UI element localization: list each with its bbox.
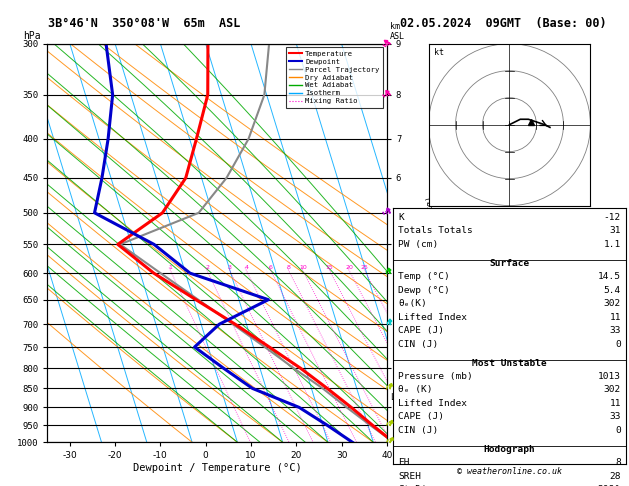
Text: 1: 1 xyxy=(169,265,172,270)
Text: 3B°46'N  350°08'W  65m  ASL: 3B°46'N 350°08'W 65m ASL xyxy=(48,17,241,30)
Text: CIN (J): CIN (J) xyxy=(398,426,438,435)
Text: 11: 11 xyxy=(610,399,621,408)
Legend: Temperature, Dewpoint, Parcel Trajectory, Dry Adiabat, Wet Adiabat, Isotherm, Mi: Temperature, Dewpoint, Parcel Trajectory… xyxy=(286,47,383,108)
Text: 02.05.2024  09GMT  (Base: 00): 02.05.2024 09GMT (Base: 00) xyxy=(400,17,606,30)
Text: 11: 11 xyxy=(610,312,621,322)
Text: SREH: SREH xyxy=(398,472,421,481)
Text: 31: 31 xyxy=(610,226,621,235)
Text: 302: 302 xyxy=(604,385,621,395)
Text: 0: 0 xyxy=(615,426,621,435)
Text: Temp (°C): Temp (°C) xyxy=(398,272,450,281)
Text: km
ASL: km ASL xyxy=(390,22,405,41)
Text: CAPE (J): CAPE (J) xyxy=(398,413,444,421)
Text: K: K xyxy=(398,213,404,222)
Text: 10: 10 xyxy=(299,265,307,270)
Text: -12: -12 xyxy=(604,213,621,222)
Text: 20: 20 xyxy=(345,265,353,270)
Text: StmDir: StmDir xyxy=(398,485,433,486)
Text: θₑ (K): θₑ (K) xyxy=(398,385,433,395)
Text: 33: 33 xyxy=(610,326,621,335)
Text: Totals Totals: Totals Totals xyxy=(398,226,473,235)
Text: 6: 6 xyxy=(269,265,272,270)
Text: 1.1: 1.1 xyxy=(604,240,621,249)
Text: Lifted Index: Lifted Index xyxy=(398,399,467,408)
Text: 8: 8 xyxy=(615,458,621,467)
Y-axis label: Mixing Ratio (g/kg): Mixing Ratio (g/kg) xyxy=(426,195,435,291)
Text: 8: 8 xyxy=(287,265,291,270)
Text: Pressure (mb): Pressure (mb) xyxy=(398,372,473,381)
Text: CIN (J): CIN (J) xyxy=(398,340,438,348)
Text: Surface: Surface xyxy=(489,259,530,268)
X-axis label: Dewpoint / Temperature (°C): Dewpoint / Temperature (°C) xyxy=(133,463,301,473)
Text: 5.4: 5.4 xyxy=(604,286,621,295)
Text: PW (cm): PW (cm) xyxy=(398,240,438,249)
Text: LCL: LCL xyxy=(390,393,405,402)
Text: Dewp (°C): Dewp (°C) xyxy=(398,286,450,295)
Text: Hodograph: Hodograph xyxy=(484,445,535,454)
Text: 4: 4 xyxy=(245,265,248,270)
Text: © weatheronline.co.uk: © weatheronline.co.uk xyxy=(457,467,562,476)
Text: Lifted Index: Lifted Index xyxy=(398,312,467,322)
Text: EH: EH xyxy=(398,458,409,467)
Text: θₑ(K): θₑ(K) xyxy=(398,299,427,308)
Text: kt: kt xyxy=(434,48,444,56)
Text: 0: 0 xyxy=(615,340,621,348)
Text: 14.5: 14.5 xyxy=(598,272,621,281)
Text: hPa: hPa xyxy=(23,31,41,41)
Text: 1013: 1013 xyxy=(598,372,621,381)
Text: 3: 3 xyxy=(228,265,231,270)
Text: 25: 25 xyxy=(360,265,369,270)
Text: Most Unstable: Most Unstable xyxy=(472,359,547,367)
Text: CAPE (J): CAPE (J) xyxy=(398,326,444,335)
Text: 2: 2 xyxy=(205,265,209,270)
Text: 15: 15 xyxy=(326,265,333,270)
Text: 302: 302 xyxy=(604,299,621,308)
Text: 33: 33 xyxy=(610,413,621,421)
Text: 28: 28 xyxy=(610,472,621,481)
Text: 308°: 308° xyxy=(598,485,621,486)
